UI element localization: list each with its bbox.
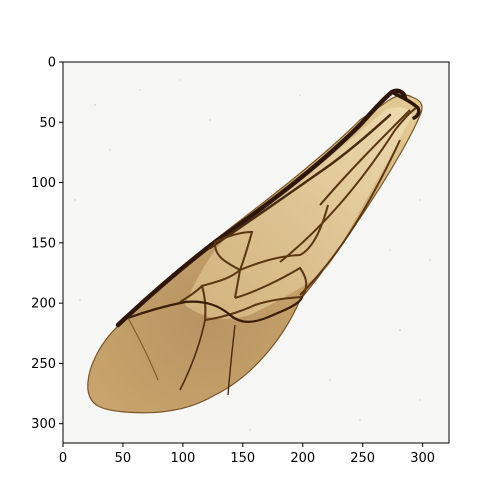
crossvein-cell-c [201, 267, 242, 299]
media-vein [127, 296, 304, 323]
y-tick-label: 200 [31, 297, 56, 312]
x-tick-label: 200 [290, 451, 315, 466]
cubital-vein [179, 319, 206, 391]
radial-vein-1 [319, 109, 411, 206]
crossvein-cell-e [179, 284, 207, 321]
y-axis: 0 50 100 150 200 250 300 [31, 56, 63, 432]
y-tick-label: 100 [31, 176, 56, 191]
crossvein-cell-b [239, 204, 329, 271]
basal-vein [127, 317, 159, 381]
radial-vein-2 [279, 107, 417, 263]
apical-vein [390, 90, 421, 120]
y-tick-label: 150 [31, 236, 56, 251]
x-tick-label: 300 [410, 451, 435, 466]
y-tick-label: 250 [31, 357, 56, 372]
radial-vein-3 [299, 139, 401, 296]
anal-vein [227, 324, 236, 396]
x-tick-label: 250 [350, 451, 375, 466]
x-tick-label: 50 [115, 451, 132, 466]
y-tick-label: 0 [48, 56, 56, 71]
y-tick-label: 50 [39, 116, 56, 131]
x-tick-label: 100 [170, 451, 195, 466]
costal-vein-upper [208, 113, 392, 250]
axes-frame [62, 61, 450, 444]
x-axis: 0 50 100 150 200 250 300 [59, 443, 435, 466]
crossvein-cell-a [213, 230, 254, 272]
crossvein-cell-f [204, 296, 303, 321]
x-tick-label: 150 [230, 451, 255, 466]
x-tick-label: 0 [59, 451, 67, 466]
crossvein-cell-d [234, 266, 308, 299]
wing [87, 88, 423, 414]
y-tick-label: 300 [31, 417, 56, 432]
